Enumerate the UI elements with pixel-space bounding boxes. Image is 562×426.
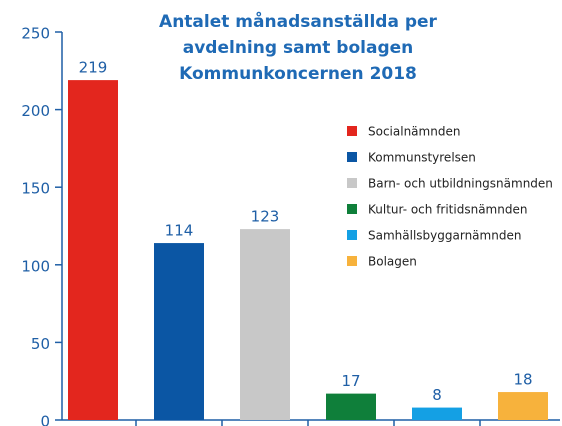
legend-label: Samhällsbyggarnämnden [368, 229, 521, 243]
bar [412, 407, 462, 420]
legend-label: Kultur- och fritidsnämnden [368, 203, 527, 217]
legend-swatch [347, 204, 357, 214]
legend-label: Socialnämnden [368, 125, 460, 139]
bar [68, 80, 118, 420]
value-label: 8 [432, 386, 442, 404]
legend-label: Bolagen [368, 255, 417, 269]
title-line: Kommunkoncernen 2018 [179, 64, 417, 84]
bar [326, 393, 376, 420]
bar [154, 243, 204, 420]
chart-title: Antalet månadsanställda per avdelning sam… [159, 10, 438, 84]
y-tick-label: 0 [40, 413, 50, 426]
y-tick-label: 50 [31, 335, 50, 353]
bar [498, 392, 548, 420]
y-tick-label: 150 [21, 180, 50, 198]
legend-swatch [347, 126, 357, 136]
y-tick-label: 100 [21, 257, 50, 275]
value-label: 18 [513, 371, 532, 389]
value-label: 123 [251, 208, 280, 226]
title-line: avdelning samt bolagen [183, 38, 414, 58]
legend-label: Kommunstyrelsen [368, 151, 476, 165]
title-line: Antalet månadsanställda per [159, 10, 438, 32]
value-label: 17 [341, 372, 360, 390]
legend-swatch [347, 178, 357, 188]
bar [240, 229, 290, 420]
legend-swatch [347, 152, 357, 162]
value-label: 219 [79, 59, 108, 77]
legend-swatch [347, 230, 357, 240]
legend-swatch [347, 256, 357, 266]
y-tick-label: 250 [21, 25, 50, 43]
value-label: 114 [165, 222, 194, 240]
y-tick-label: 200 [21, 102, 50, 120]
legend-label: Barn- och utbildningsnämnden [368, 177, 553, 191]
